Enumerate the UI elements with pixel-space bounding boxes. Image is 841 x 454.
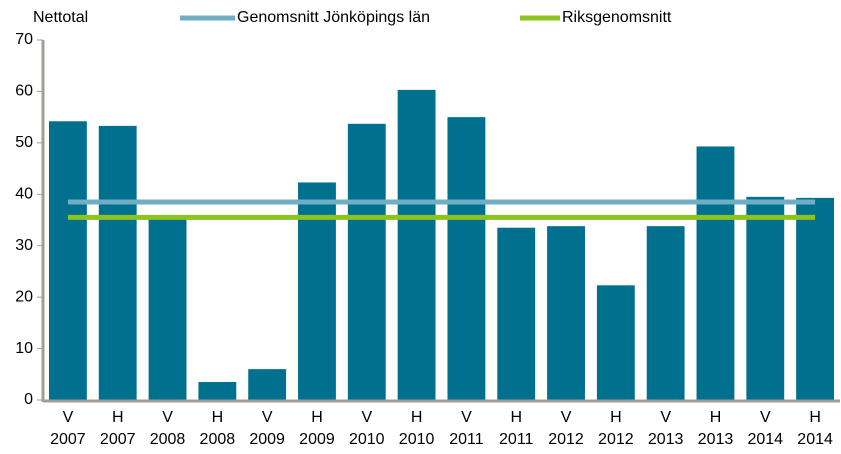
bar [497, 227, 536, 400]
y-tick-label: 60 [15, 83, 33, 100]
x-tick-label: V 2011 [449, 409, 484, 448]
x-tick-label: V 2012 [548, 409, 584, 448]
bar [347, 123, 386, 400]
x-tick-label: H 2007 [100, 409, 136, 448]
x-tick-label: V 2009 [249, 409, 285, 448]
bar [796, 197, 835, 400]
x-tick-label: H 2013 [698, 409, 734, 448]
bar [148, 217, 187, 400]
x-tick-label: H 2011 [499, 409, 534, 448]
bar [447, 117, 486, 401]
y-tick-label: 20 [15, 288, 33, 305]
y-tick-label: 50 [15, 134, 33, 151]
x-tick-label: V 2013 [648, 409, 684, 448]
x-tick-label: H 2008 [200, 409, 236, 448]
bar [397, 89, 436, 400]
x-tick-label: H 2012 [598, 409, 634, 448]
bar [248, 369, 287, 400]
legend-label: Genomsnitt Jönköpings län [237, 9, 430, 26]
bar [696, 146, 735, 400]
bar [746, 196, 785, 400]
y-tick-label: 30 [15, 237, 33, 254]
x-tick-label: V 2010 [349, 409, 385, 448]
y-axis-label: Nettotal [33, 9, 88, 26]
y-tick-label: 0 [24, 391, 33, 408]
bar [198, 382, 237, 400]
x-tick-label: V 2007 [50, 409, 86, 448]
x-tick-label: H 2010 [399, 409, 435, 448]
x-tick-label: H 2009 [299, 409, 335, 448]
bar [48, 121, 87, 400]
bar [547, 226, 585, 400]
legend-label: Riksgenomsnitt [562, 9, 672, 26]
y-tick-label: 10 [15, 340, 33, 357]
y-tick-label: 70 [15, 31, 33, 48]
bar [596, 285, 635, 400]
bar [646, 226, 685, 400]
x-tick-label: H 2014 [797, 409, 833, 448]
y-tick-label: 40 [15, 186, 33, 203]
x-tick-label: V 2008 [150, 409, 186, 448]
bar [98, 125, 137, 400]
x-tick-label: V 2014 [747, 409, 783, 448]
